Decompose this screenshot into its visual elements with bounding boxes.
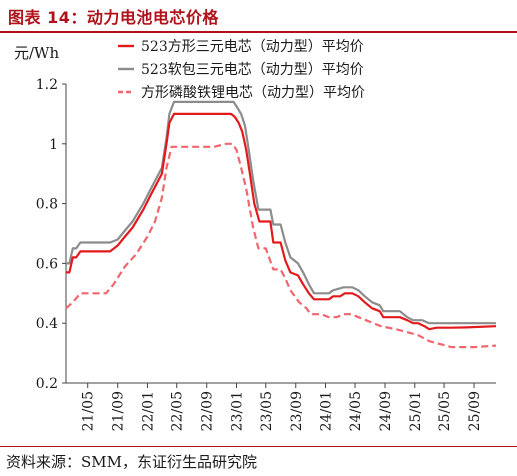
y-axis-unit-label: 元/Wh: [14, 44, 60, 62]
series-line-1: [66, 112, 497, 331]
chart-series-lines: [65, 100, 497, 349]
x-tick-label: 23/05: [259, 391, 275, 431]
series-line-2: [66, 100, 496, 325]
x-tick-label: 24/09: [378, 391, 394, 431]
y-tick-label: 0.2: [36, 376, 58, 392]
y-tick-label: 0.4: [36, 316, 58, 332]
source-note: 资料来源：SMM，东证衍生品研究院: [6, 453, 257, 471]
x-tick-label: 23/01: [229, 391, 245, 431]
y-tick-label: 0.8: [36, 197, 58, 213]
y-tick-label: 1: [49, 137, 58, 153]
x-tick-label: 24/01: [319, 391, 335, 431]
chart-axes: 0.2 0.4 0.6 0.8 1 1.2 21/05 21/09 22/01 22/05 22/0…: [36, 77, 496, 431]
series-line-3: [65, 142, 497, 349]
x-tick-label: 25/01: [408, 391, 424, 431]
legend-label-2: 523软包三元电芯（动力型）平均价: [141, 62, 364, 78]
footer-divider: [0, 446, 517, 447]
chart-legend: 523方形三元电芯（动力型）平均价 523软包三元电芯（动力型）平均价方形磷酸铁锂…: [118, 39, 365, 101]
chart-title: 图表 14：动力电池电芯价格: [8, 8, 219, 27]
x-tick-label: 22/09: [200, 391, 216, 431]
x-tick-label: 22/05: [170, 391, 186, 431]
x-tick-label: 21/09: [111, 391, 127, 431]
x-tick-label: 21/05: [81, 391, 97, 431]
x-tick-label: 22/01: [140, 391, 156, 431]
legend-label-1: 523方形三元电芯（动力型）平均价: [141, 39, 364, 55]
title-divider: [0, 31, 517, 33]
x-tick-label: 24/05: [348, 391, 364, 431]
y-tick-label: 0.6: [36, 256, 58, 272]
x-tick-label: 23/09: [289, 391, 305, 431]
x-tick-label: 25/09: [467, 391, 483, 431]
legend-label-3: 方形磷酸铁锂电芯（动力型）平均价: [141, 85, 365, 101]
y-tick-label: 1.2: [36, 77, 58, 93]
x-tick-label: 25/05: [437, 391, 453, 431]
